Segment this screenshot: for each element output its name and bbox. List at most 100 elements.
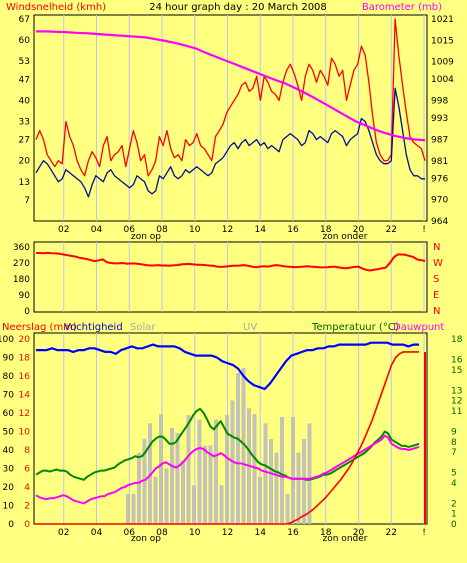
x-tick-label: 20 xyxy=(353,528,365,538)
y-temp-tick-label: 7 xyxy=(451,448,457,458)
sunrise-label: zon op xyxy=(131,534,161,544)
x-tick-label: 06 xyxy=(124,528,136,538)
x-tick-label: 10 xyxy=(189,528,201,538)
y-rain-tick-label: 2 xyxy=(24,502,30,512)
plot-area-wind xyxy=(33,14,428,222)
barometer-axis-label: Barometer (mb) xyxy=(362,2,442,13)
y-tick-label: 360 xyxy=(13,243,30,253)
x-tick-label: 10 xyxy=(189,225,201,235)
y-rain-tick-label: 6 xyxy=(24,465,30,475)
y-humidity-tick-label: 30 xyxy=(3,465,15,475)
y-temp-tick-label: 5 xyxy=(451,469,457,479)
y-temp-tick-label: 15 xyxy=(451,366,462,376)
y-temp-tick-label: 12 xyxy=(451,397,462,407)
solar-bar xyxy=(142,438,147,524)
y-temp-tick-label: 1 xyxy=(451,510,457,520)
humidity-label: Vochtigheid xyxy=(64,322,123,333)
y-temp-tick-label: 2 xyxy=(451,499,457,509)
x-tick-label: 14 xyxy=(255,528,267,538)
y-left-tick-label: 60 xyxy=(19,36,31,46)
y-left-tick-label: 40 xyxy=(19,96,31,106)
y-left-tick-label: 53 xyxy=(19,57,30,67)
y-right-tick-label: 976 xyxy=(431,174,448,184)
chart-title: 24 hour graph day : 20 March 2008 xyxy=(149,2,327,13)
y-rain-tick-label: 18 xyxy=(19,354,31,364)
x-tick-label: 02 xyxy=(58,528,69,538)
solar-bar xyxy=(291,416,295,524)
x-tick-label: 22 xyxy=(386,528,397,538)
solar-bar xyxy=(164,468,169,524)
y-humidity-tick-label: 40 xyxy=(3,446,15,456)
y-temp-tick-label: 9 xyxy=(451,428,457,438)
solar-bar xyxy=(296,452,301,524)
dewpoint-label: Dauwpunt xyxy=(393,322,444,333)
solar-bar xyxy=(186,415,191,524)
y-humidity-tick-label: 100 xyxy=(0,335,14,345)
y-left-tick-label: 7 xyxy=(24,196,30,206)
compass-label: N xyxy=(433,242,440,253)
y-rain-tick-label: 12 xyxy=(19,409,30,419)
solar-bar xyxy=(197,419,202,524)
solar-bar xyxy=(302,438,306,524)
y-humidity-tick-label: 0 xyxy=(8,520,14,530)
wind-speed-axis-label: Windsnelheid (kmh) xyxy=(6,2,106,13)
y-left-tick-label: 33 xyxy=(19,118,30,128)
y-right-tick-label: 998 xyxy=(431,97,448,107)
sunset-label: zon onder xyxy=(323,534,368,544)
solar-bar xyxy=(274,452,279,524)
y-rain-tick-label: 20 xyxy=(19,335,31,345)
solar-bar xyxy=(181,460,185,524)
solar-bar xyxy=(285,493,290,524)
x-tick-label: 18 xyxy=(320,528,332,538)
series-humidity xyxy=(36,341,419,391)
rain-humidity-temperature-panel: 02 04 06 08 10 12 14 16 18 20 22 !01020304050607080… xyxy=(0,332,463,544)
y-temp-tick-label: 18 xyxy=(451,335,463,345)
solar-bar xyxy=(214,419,218,524)
compass-label: W xyxy=(433,258,443,269)
y-humidity-tick-label: 90 xyxy=(3,354,15,364)
y-right-tick-label: 1004 xyxy=(431,75,454,85)
y-rain-tick-label: 8 xyxy=(24,446,30,456)
uv-label: UV xyxy=(243,322,257,333)
y-right-tick-label: 993 xyxy=(431,114,448,124)
y-humidity-tick-label: 20 xyxy=(3,483,15,493)
x-tick-label: 22 xyxy=(386,225,397,235)
series-barometer xyxy=(36,30,426,142)
y-left-tick-label: 20 xyxy=(19,157,31,167)
y-humidity-tick-label: 80 xyxy=(3,372,15,382)
y-rain-tick-label: 14 xyxy=(19,391,31,401)
series-wind-gust xyxy=(35,18,426,177)
solar-bar xyxy=(307,423,312,524)
solar-bar xyxy=(137,452,141,524)
y-left-tick-label: 27 xyxy=(19,136,30,146)
y-temp-tick-label: 0 xyxy=(451,520,457,530)
series-wind-direction xyxy=(36,251,426,272)
x-tick-label: 04 xyxy=(91,528,103,538)
y-temp-tick-label: 16 xyxy=(451,356,463,366)
solar-bar xyxy=(148,423,152,524)
x-tick-label: 02 xyxy=(58,225,69,235)
wind-barometer-panel: 02 04 06 08 10 12 14 16 18 20 22 ! 7 13 20 27 33 40 47 53 60… xyxy=(19,14,454,242)
y-rain-tick-label: 16 xyxy=(19,372,31,382)
y-temp-tick-label: 4 xyxy=(451,479,457,489)
solar-bar xyxy=(236,372,240,524)
y-rain-tick-label: 4 xyxy=(24,483,30,493)
solar-bar xyxy=(159,414,163,524)
compass-label: S xyxy=(433,274,439,285)
plot-area-direction xyxy=(33,241,428,313)
solar-bar xyxy=(126,494,130,524)
solar-bar xyxy=(252,414,257,524)
y-temp-tick-label: 11 xyxy=(451,407,462,417)
solar-bar xyxy=(225,415,229,524)
y-humidity-tick-label: 50 xyxy=(3,428,15,438)
x-tick-label: 12 xyxy=(222,528,233,538)
y-humidity-tick-label: 10 xyxy=(3,502,15,512)
x-tick-label: 16 xyxy=(287,225,299,235)
x-tick-label: 08 xyxy=(156,225,168,235)
y-tick-label: 270 xyxy=(13,259,30,269)
y-right-tick-label: 1009 xyxy=(431,58,454,68)
solar-bar xyxy=(203,445,207,524)
x-tick-label: 12 xyxy=(222,225,233,235)
y-tick-label: 90 xyxy=(19,291,31,301)
